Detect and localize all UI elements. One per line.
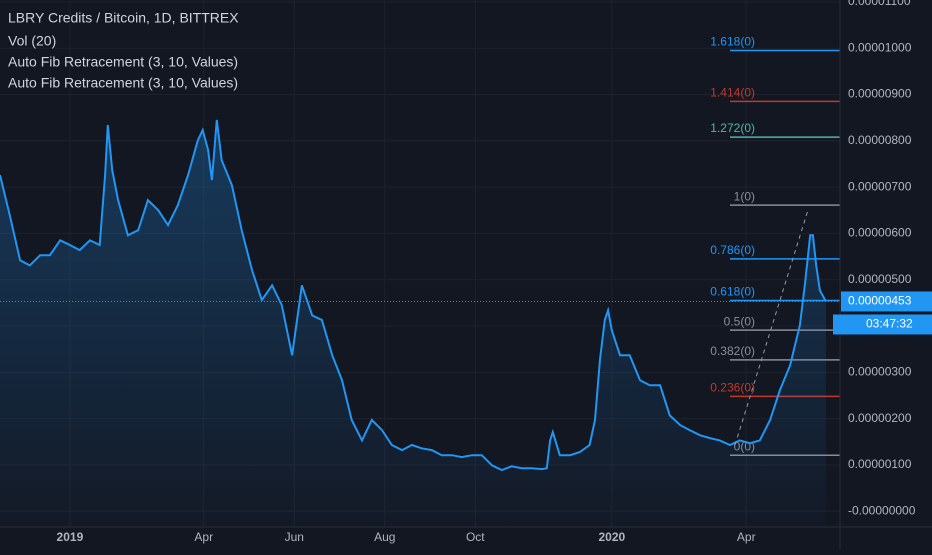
y-tick-label: 0.00000300 — [848, 364, 912, 378]
fib-level-label: 0.786(0) — [710, 243, 755, 257]
x-tick-label: 2019 — [57, 530, 84, 544]
fib-level-label: 1(0) — [734, 189, 755, 203]
x-tick-label: Apr — [194, 530, 213, 544]
y-tick-label: 0.00000500 — [848, 272, 912, 286]
x-tick-label: Jun — [285, 530, 304, 544]
x-tick-label: Apr — [737, 530, 756, 544]
fib-level-label: 1.618(0) — [710, 35, 755, 49]
fib-level-label: 0.5(0) — [724, 314, 755, 328]
chart-title: LBRY Credits / Bitcoin, 1D, BITTREX — [8, 10, 239, 26]
countdown-label: 03:47:32 — [866, 317, 913, 331]
price-tag — [841, 291, 932, 312]
x-tick-label: Aug — [374, 530, 395, 544]
fib-trend-line — [734, 209, 809, 446]
fib-level-label: 0.236(0) — [710, 381, 755, 395]
y-tick-label: -0.00000000 — [848, 503, 916, 517]
indicator-label: Auto Fib Retracement (3, 10, Values) — [8, 75, 238, 91]
y-tick-label: 0.00000700 — [848, 179, 912, 193]
fib-level-label: 1.414(0) — [710, 86, 755, 100]
y-tick-label: 0.00000100 — [848, 457, 912, 471]
y-tick-label: 0.00000200 — [848, 411, 912, 425]
fib-level-label: 1.272(0) — [710, 121, 755, 135]
price-line — [0, 119, 827, 472]
y-tick-label: 0.00000800 — [848, 133, 912, 147]
y-tick-label: 0.00001000 — [848, 40, 912, 54]
price-tag-label: 0.00000453 — [848, 294, 912, 308]
indicator-label: Vol (20) — [8, 33, 56, 49]
x-tick-label: 2020 — [598, 530, 625, 544]
fib-level-label: 0.382(0) — [710, 344, 755, 358]
y-tick-label: 0.00000600 — [848, 226, 912, 240]
fib-level-label: 0.618(0) — [710, 285, 755, 299]
area-fill — [0, 119, 826, 528]
x-tick-label: Oct — [466, 530, 485, 544]
countdown-tag — [833, 314, 932, 335]
y-tick-label: 0.00000900 — [848, 87, 912, 101]
y-tick-label: 0.00001100 — [848, 0, 911, 8]
indicator-label: Auto Fib Retracement (3, 10, Values) — [8, 54, 238, 70]
